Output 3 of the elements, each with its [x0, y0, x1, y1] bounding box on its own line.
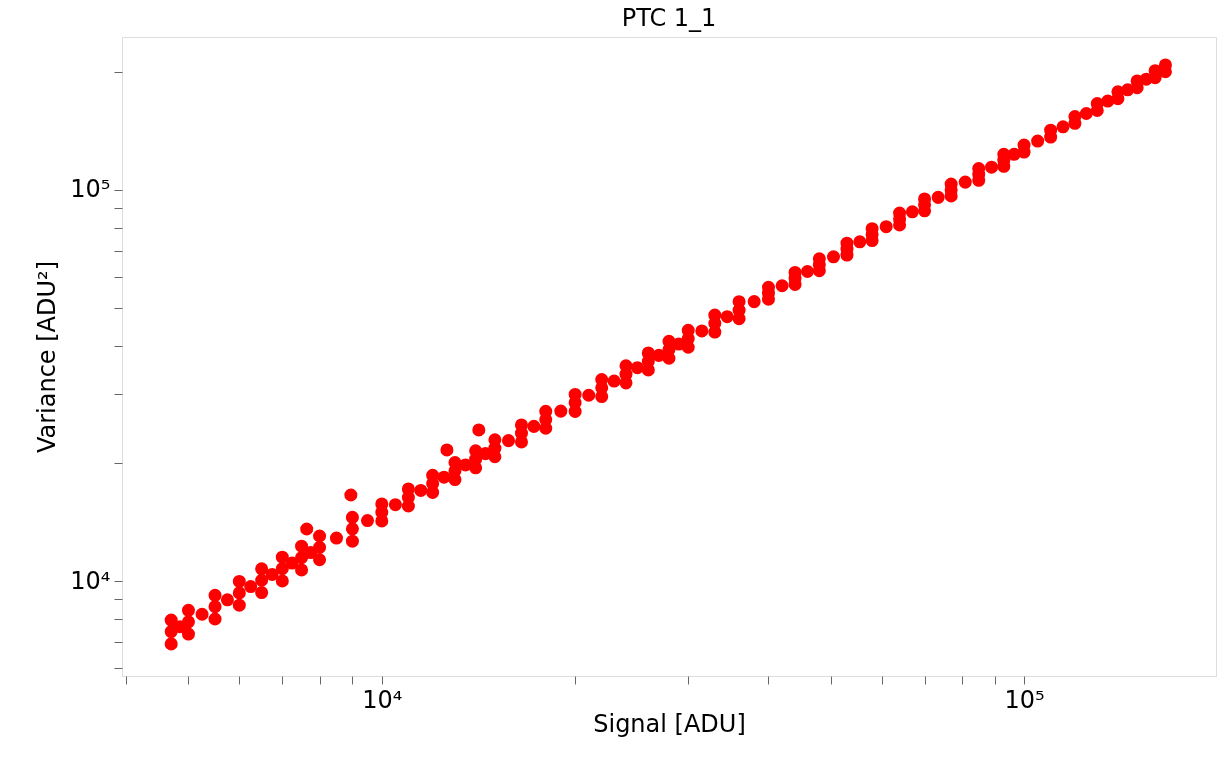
x-axis-title: Signal [ADU] [593, 709, 746, 738]
y-axis-title: Variance [ADU²] [33, 260, 62, 454]
chart-title: PTC 1_1 [621, 4, 717, 32]
